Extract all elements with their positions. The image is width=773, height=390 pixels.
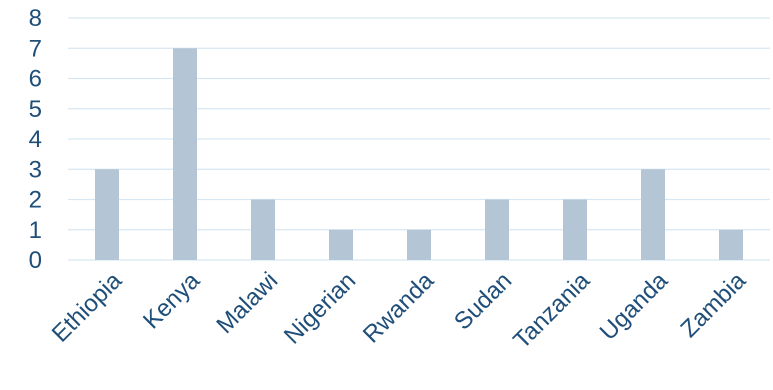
bar-ethiopia [95,169,119,260]
x-tick-label: Tanzania [508,267,595,354]
x-tick-label: Kenya [138,267,206,335]
bar-malawi [251,199,275,260]
x-tick-label: Uganda [595,267,674,346]
y-tick-label: 2 [29,187,42,214]
x-tick-label: Zambia [676,267,752,343]
x-tick-label: Ethiopia [47,267,128,348]
bar-zambia [719,229,743,260]
y-tick-label: 1 [29,217,42,244]
bar-uganda [641,169,665,260]
x-tick-label: Malawi [211,267,283,339]
y-tick-label: 4 [29,126,42,153]
y-tick-label: 5 [29,96,42,123]
x-tick-label: Nigerian [279,267,361,349]
bar-rwanda [407,229,431,260]
y-tick-label: 0 [29,247,42,274]
bars [95,48,743,260]
y-tick-label: 8 [29,5,42,32]
y-tick-label: 3 [29,156,42,183]
bar-sudan [485,199,509,260]
bar-tanzania [563,199,587,260]
x-tick-label: Sudan [449,267,517,335]
y-axis-ticks: 0 1 2 3 4 5 6 7 8 [29,5,42,274]
y-tick-label: 7 [29,35,42,62]
bar-kenya [173,48,197,260]
x-tick-label: Rwanda [358,267,440,349]
y-tick-label: 6 [29,66,42,93]
bar-nigerian [329,229,353,260]
